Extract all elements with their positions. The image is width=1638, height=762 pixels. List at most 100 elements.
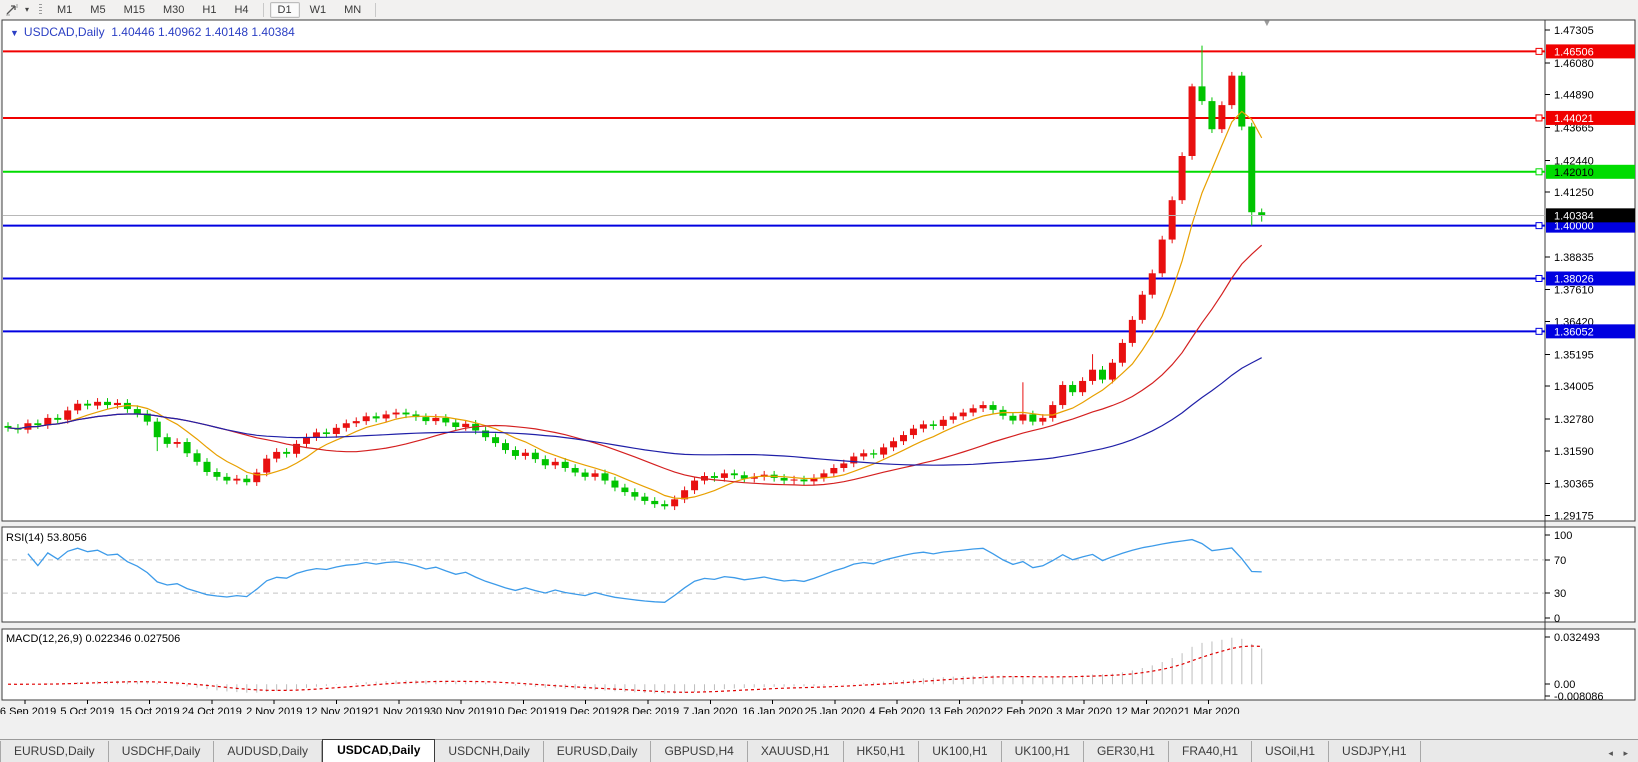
collapse-chart-icon[interactable]: ▼ [10,28,19,38]
price-tick-label: 1.44890 [1554,90,1594,102]
level-handle[interactable] [1535,222,1543,230]
timeframe-button-d1[interactable]: D1 [269,1,300,18]
toolbar-grip[interactable] [39,3,42,16]
date-tick-label: 5 Oct 2019 [60,706,114,714]
date-tick-label: 12 Nov 2019 [305,706,367,714]
svg-text:1.44021: 1.44021 [1554,113,1594,125]
date-tick-label: 16 Jan 2020 [742,706,803,714]
symbol-tab-ger30-h1[interactable]: GER30,H1 [1084,741,1169,762]
symbol-tabs: EURUSD,Daily USDCHF,Daily AUDUSD,Daily USDC… [0,739,1421,762]
date-tick-label: 15 Oct 2019 [120,706,180,714]
date-tick-label: 12 Mar 2020 [1116,706,1178,714]
date-tick-label: 13 Feb 2020 [929,706,991,714]
macd-tick-label: -0.008086 [1554,691,1604,703]
macd-histogram [17,637,1263,694]
horizontal-level-lines[interactable] [3,47,1545,335]
level-handle[interactable] [1535,47,1543,55]
price-badge-1.42010: 1.42010 [1546,164,1635,179]
svg-text:1.46506: 1.46506 [1554,46,1594,58]
symbol-period-label: USDCAD,Daily [23,25,105,39]
cursor-tool-icon[interactable] [3,2,21,17]
price-tick-label: 1.31590 [1554,446,1594,458]
price-tick-label: 1.29175 [1554,511,1594,523]
symbol-tab-eurusd-daily[interactable]: EURUSD,Daily [0,741,109,762]
toolbar: ▾ M1 M5 M15 M30 H1 H4 D1 W1 MN [0,0,1638,19]
symbol-tab-usdjpy-h1[interactable]: USDJPY,H1 [1329,741,1421,762]
price-tick-label: 1.38835 [1554,252,1594,264]
symbol-tab-usdcad-daily[interactable]: USDCAD,Daily [322,739,436,762]
price-tick-label: 1.35195 [1554,349,1594,361]
symbol-tab-usdchf-daily[interactable]: USDCHF,Daily [109,741,215,762]
panel-frame [1,19,1636,522]
rsi-line [27,538,1262,603]
rsi-tick-label: 30 [1554,588,1566,600]
date-tick-label: 4 Feb 2020 [869,706,925,714]
rsi-tick-label: 0 [1554,613,1560,625]
level-handle[interactable] [1535,114,1543,122]
price-badge-1.40384: 1.40384 [1546,208,1635,223]
date-tick-label: 2 Nov 2019 [246,706,302,714]
price-badge-1.38026: 1.38026 [1546,271,1635,286]
timeframe-button-m30[interactable]: M30 [162,3,185,16]
date-tick-label: 25 Jan 2020 [805,706,866,714]
price-badge-1.46506: 1.46506 [1546,44,1635,59]
macd-signal-line [7,645,1262,693]
price-tick-label: 1.47305 [1554,25,1594,37]
date-tick-label: 26 Sep 2019 [0,706,56,714]
level-handle[interactable] [1535,168,1543,176]
chart-area[interactable]: 1.47305 1.46080 1.44890 1.43665 1.42440 1.412… [0,0,1638,714]
timeframe-button-w1[interactable]: W1 [309,3,327,16]
timeframe-button-mn[interactable]: MN [344,3,362,16]
tab-nav: ◂ ▸ [1608,748,1632,759]
timeframe-button-h1[interactable]: H1 [202,3,217,16]
panel-frame [1,628,1636,701]
date-tick-label: 21 Mar 2020 [1178,706,1240,714]
date-tick-label: 22 Feb 2020 [991,706,1053,714]
date-tick-label: 30 Nov 2019 [430,706,492,714]
price-badge-1.44021: 1.44021 [1546,110,1635,125]
svg-text:1.36052: 1.36052 [1554,326,1594,338]
svg-text:1.40000: 1.40000 [1554,221,1594,233]
date-tick-label: 21 Nov 2019 [368,706,430,714]
symbol-tab-fra40-h1[interactable]: FRA40,H1 [1169,741,1253,762]
symbol-tab-uk100-h1[interactable]: UK100,H1 [1002,741,1084,762]
macd-indicator-label: MACD(12,26,9) 0.022346 0.027506 [6,633,181,645]
symbol-tab-eurusd-daily[interactable]: EURUSD,Daily [544,741,652,762]
date-tick-label: 3 Mar 2020 [1056,706,1112,714]
tab-scroll-right-icon[interactable]: ▸ [1623,748,1632,758]
chart-scroll-marker-icon[interactable]: ▼ [1262,18,1272,29]
price-tick-label: 1.41250 [1554,187,1594,199]
symbol-tab-hk50-h1[interactable]: HK50,H1 [844,741,920,762]
symbol-tab-gbpusd-h4[interactable]: GBPUSD,H4 [651,741,748,762]
chart-title: ▼ USDCAD,Daily 1.40446 1.40962 1.40148 1.… [10,25,295,39]
price-tick-label: 1.42440 [1554,155,1594,167]
symbol-tab-uk100-h1[interactable]: UK100,H1 [919,741,1002,762]
rsi-tick-label: 100 [1554,530,1572,542]
ohlc-values: 1.40446 1.40962 1.40148 1.40384 [111,25,295,39]
symbol-tab-bar: EURUSD,Daily USDCHF,Daily AUDUSD,Daily USDC… [0,739,1638,762]
symbol-tab-audusd-daily[interactable]: AUDUSD,Daily [214,741,323,762]
svg-text:1.40384: 1.40384 [1554,210,1594,222]
date-tick-label: 24 Oct 2019 [182,706,242,714]
symbol-tab-usoil-h1[interactable]: USOil,H1 [1252,741,1330,762]
level-handle[interactable] [1535,274,1543,282]
price-tick-label: 1.30365 [1554,479,1594,491]
tab-scroll-left-icon[interactable]: ◂ [1608,748,1617,758]
panel-frame [1,526,1636,623]
timeframe-button-m5[interactable]: M5 [90,3,106,16]
price-tick-label: 1.43665 [1554,122,1594,134]
symbol-tab-xauusd-h1[interactable]: XAUUSD,H1 [748,741,844,762]
rsi-tick-label: 70 [1554,555,1566,567]
timeframe-button-h4[interactable]: H4 [234,3,249,16]
timeframe-button-m1[interactable]: M1 [57,3,73,16]
macd-tick-label: 0.00 [1554,679,1575,691]
level-handle[interactable] [1535,327,1543,335]
ma-line-fast [7,110,1263,500]
symbol-tab-usdcnh-daily[interactable]: USDCNH,Daily [435,741,544,762]
svg-text:1.42010: 1.42010 [1554,167,1594,179]
cursor-tool-dropdown-icon[interactable]: ▾ [24,5,29,14]
timeframe-button-m15[interactable]: M15 [123,3,145,16]
ma-line-slow [7,357,1262,466]
rsi-indicator-label: RSI(14) 53.8056 [6,532,87,544]
price-tick-label: 1.32780 [1554,414,1594,426]
